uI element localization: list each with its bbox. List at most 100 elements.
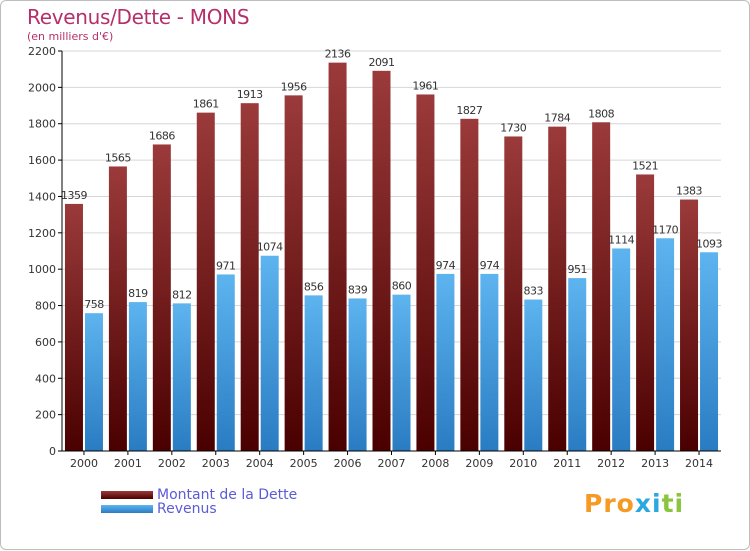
debt-value-label: 1730 [500,121,526,134]
logo-letter: r [603,489,617,518]
debt-value-label: 1359 [61,189,87,202]
debt-value-label: 1827 [456,104,482,117]
x-tick-label: 2005 [290,457,318,470]
grid-layer [62,50,721,452]
debt-bar [372,70,391,452]
debt-bar [416,94,435,452]
revenue-value-label: 951 [567,263,587,276]
debt-bar [328,62,347,452]
legend-item-revenue: Revenus [101,501,217,517]
debt-bar [636,174,655,452]
legend-item-debt: Montant de la Dette [101,487,297,503]
logo-letter: t [661,489,675,518]
revenue-value-label: 833 [524,285,544,298]
logo-letter: i [674,489,685,518]
debt-bar [240,103,259,451]
y-tick-label: 1400 [28,190,56,203]
debt-bar [504,136,523,452]
x-tick-label: 2001 [114,457,142,470]
debt-value-label: 1521 [632,159,658,172]
revenue-bar [84,313,103,451]
debt-bar [460,118,479,452]
debt-value-label: 1861 [193,98,219,111]
y-tick-label: 1000 [28,263,56,276]
x-tick-label: 2010 [509,457,537,470]
y-tick-label: 1600 [28,154,56,167]
revenue-value-label: 856 [304,280,324,293]
revenue-value-label: 812 [172,288,192,301]
debt-value-label: 2136 [325,48,351,61]
plot-area [62,51,721,451]
chart-subtitle: (en milliers d'€) [27,30,114,43]
debt-value-label: 1383 [676,185,702,198]
x-tick-label: 2004 [246,457,274,470]
revenue-value-label: 819 [128,287,148,300]
labels-layer: 1359 758 1565 819 1686 812 1861 971 1913 1074 1956… [61,48,723,312]
debt-bar [592,122,611,451]
revenue-value-label: 839 [348,283,368,296]
revenue-value-label: 974 [436,259,456,272]
debt-bar [196,112,215,452]
revenue-value-label: 758 [84,298,104,311]
x-tick-label: 2009 [465,457,493,470]
revenue-value-label: 1170 [652,223,678,236]
revenue-value-label: 974 [480,259,500,272]
revenue-bar [524,299,543,451]
debt-bar [548,126,567,452]
debt-bar [64,203,83,451]
x-tick-label: 2012 [597,457,625,470]
x-tick-label: 2011 [553,457,581,470]
y-tick-label: 2000 [28,81,56,94]
debt-bar [108,166,127,452]
y-tick-label: 800 [35,300,56,313]
legend-swatch-revenue [101,505,153,513]
bars-layer [64,62,719,452]
revenue-bar [348,298,367,451]
debt-bar [152,144,171,452]
logo-letter: x [634,489,652,518]
x-tick-label: 2008 [421,457,449,470]
y-tick-label: 0 [49,445,56,458]
debt-bar [680,199,699,451]
y-tick-label: 400 [35,372,56,385]
debt-value-label: 1784 [544,112,570,125]
y-tick-label: 600 [35,336,56,349]
revenue-bar [216,274,235,451]
axes-layer: 0 200 400 600 800 1000 1200 1400 1600 1800 2000 220… [28,45,721,470]
debt-value-label: 1956 [281,80,307,93]
revenue-value-label: 1074 [257,241,283,254]
debt-value-label: 1565 [105,151,131,164]
debt-value-label: 1686 [149,129,175,142]
revenue-bar [480,273,499,451]
revenue-value-label: 1093 [696,237,722,250]
revenue-bar [304,295,323,451]
debt-value-label: 1808 [588,107,614,120]
debt-value-label: 1913 [237,88,263,101]
revenue-value-label: 860 [392,280,412,293]
y-tick-label: 200 [35,409,56,422]
y-tick-label: 1200 [28,227,56,240]
revenue-bar [128,302,147,451]
revenue-bar [568,278,587,451]
legend-label-debt: Montant de la Dette [157,487,298,503]
x-tick-label: 2000 [70,457,98,470]
logo-letter: o [616,489,635,518]
x-tick-label: 2006 [334,457,362,470]
x-tick-label: 2014 [685,457,713,470]
y-tick-label: 1800 [28,118,56,131]
debt-value-label: 1961 [412,79,438,92]
revenue-value-label: 971 [216,259,236,272]
x-tick-label: 2003 [202,457,230,470]
logo-letter: i [652,489,662,518]
revenue-bar [392,294,411,451]
x-tick-label: 2007 [378,457,406,470]
logo-letter: P [584,489,604,518]
proxiti-logo: Proxiti [584,489,684,518]
y-tick-label: 2200 [28,45,56,58]
revenue-bar [260,255,279,451]
revenue-bar [612,248,631,451]
revenue-bar [700,252,719,451]
legend-label-revenue: Revenus [157,501,217,517]
revenue-bar [172,303,191,451]
